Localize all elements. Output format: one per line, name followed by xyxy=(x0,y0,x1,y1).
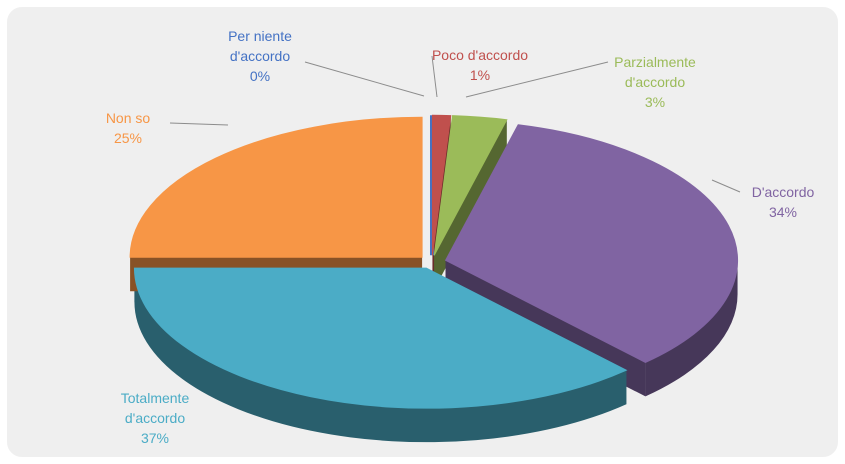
leader-line xyxy=(711,179,741,193)
category-label: Poco d'accordo xyxy=(431,47,529,63)
leader-line xyxy=(431,55,438,98)
leader-line xyxy=(304,61,425,97)
leader-line xyxy=(465,61,609,98)
slice-side xyxy=(645,260,738,397)
category-label: D'accordo xyxy=(751,184,815,200)
slice xyxy=(444,124,739,363)
value-label: 37% xyxy=(140,430,170,446)
category-label: Parzialmente d'accordo xyxy=(614,54,696,90)
category-label: Non so xyxy=(105,110,151,126)
leader-line xyxy=(169,122,229,126)
data-label: D'accordo 34% xyxy=(735,182,831,222)
slice xyxy=(433,115,508,256)
slice xyxy=(129,116,423,258)
category-label: Totalmente d'accordo xyxy=(120,390,190,426)
data-label: Non so 25% xyxy=(88,108,168,148)
data-label: Totalmente d'accordo 37% xyxy=(100,388,210,448)
data-label: Parzialmente d'accordo 3% xyxy=(600,52,710,112)
data-label: Per niente d'accordo 0% xyxy=(205,26,315,86)
slice xyxy=(431,114,452,256)
data-label: Poco d'accordo 1% xyxy=(420,45,540,85)
value-label: 25% xyxy=(113,130,143,146)
value-label: 0% xyxy=(249,68,271,84)
value-label: 34% xyxy=(768,204,798,220)
slice xyxy=(133,267,628,409)
slice-side xyxy=(134,268,627,443)
value-label: 1% xyxy=(469,67,491,83)
category-label: Per niente d'accordo xyxy=(228,28,292,64)
value-label: 3% xyxy=(644,94,666,110)
